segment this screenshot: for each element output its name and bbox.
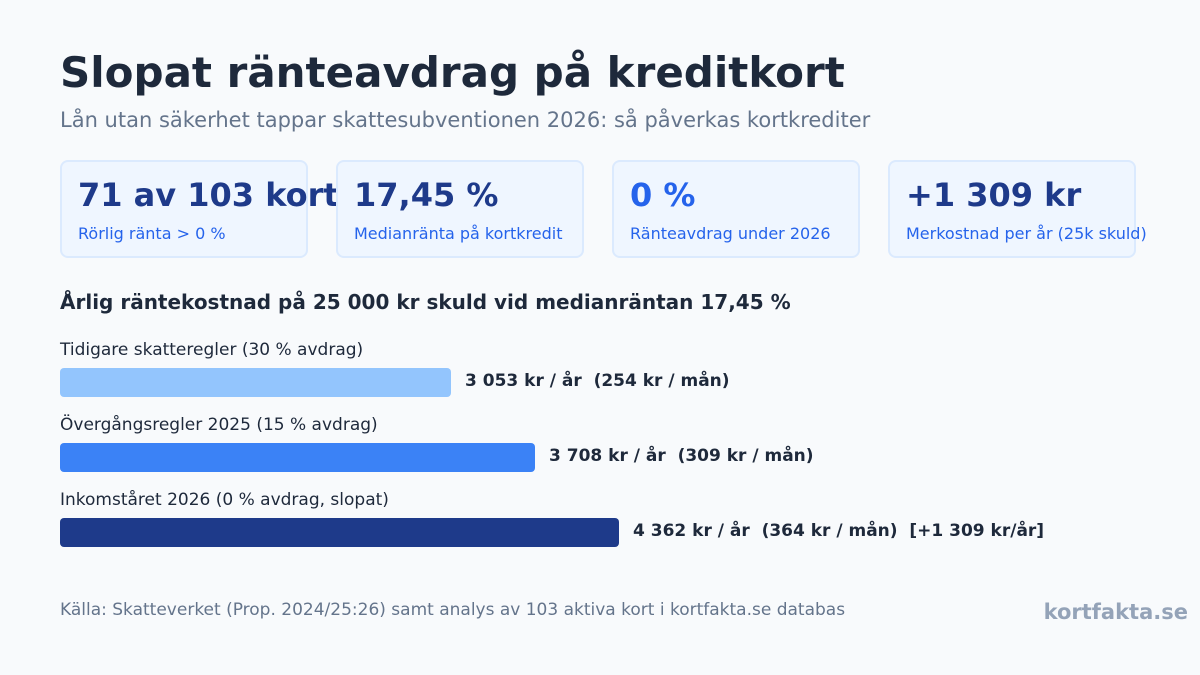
kpi-card: 71 av 103 kort Rörlig ränta > 0 % xyxy=(60,160,339,258)
bar xyxy=(60,518,619,547)
brand-logo: kortfakta.se xyxy=(1043,600,1188,624)
bar-category-label: Inkomståret 2026 (0 % avdrag, slopat) xyxy=(60,490,389,510)
bar-data-label: 4 362 kr / år (364 kr / mån) [+1 309 kr/… xyxy=(633,521,1045,541)
bar xyxy=(60,368,451,397)
chart-title: Årlig räntekostnad på 25 000 kr skuld vi… xyxy=(60,290,791,314)
kpi-label: Rörlig ränta > 0 % xyxy=(78,224,226,243)
kpi-card: +1 309 kr Merkostnad per år (25k skuld) xyxy=(888,160,1147,258)
kpi-label: Merkostnad per år (25k skuld) xyxy=(906,224,1147,243)
bar-category-label: Övergångsregler 2025 (15 % avdrag) xyxy=(60,415,378,435)
kpi-card: 0 % Ränteavdrag under 2026 xyxy=(612,160,860,258)
kpi-label: Medianränta på kortkredit xyxy=(354,224,563,243)
page-subtitle: Lån utan säkerhet tappar skattesubventio… xyxy=(60,108,871,132)
page-title: Slopat ränteavdrag på kreditkort xyxy=(60,48,845,97)
kpi-card: 17,45 % Medianränta på kortkredit xyxy=(336,160,584,258)
kpi-value: 0 % xyxy=(630,176,696,214)
kpi-value: +1 309 kr xyxy=(906,176,1082,214)
kpi-value: 71 av 103 kort xyxy=(78,176,339,214)
source-note: Källa: Skatteverket (Prop. 2024/25:26) s… xyxy=(60,600,846,620)
kpi-label: Ränteavdrag under 2026 xyxy=(630,224,831,243)
bar-data-label: 3 053 kr / år (254 kr / mån) xyxy=(465,371,730,391)
bar-category-label: Tidigare skatteregler (30 % avdrag) xyxy=(60,340,364,360)
bar xyxy=(60,443,535,472)
kpi-value: 17,45 % xyxy=(354,176,499,214)
bar-data-label: 3 708 kr / år (309 kr / mån) xyxy=(549,446,814,466)
